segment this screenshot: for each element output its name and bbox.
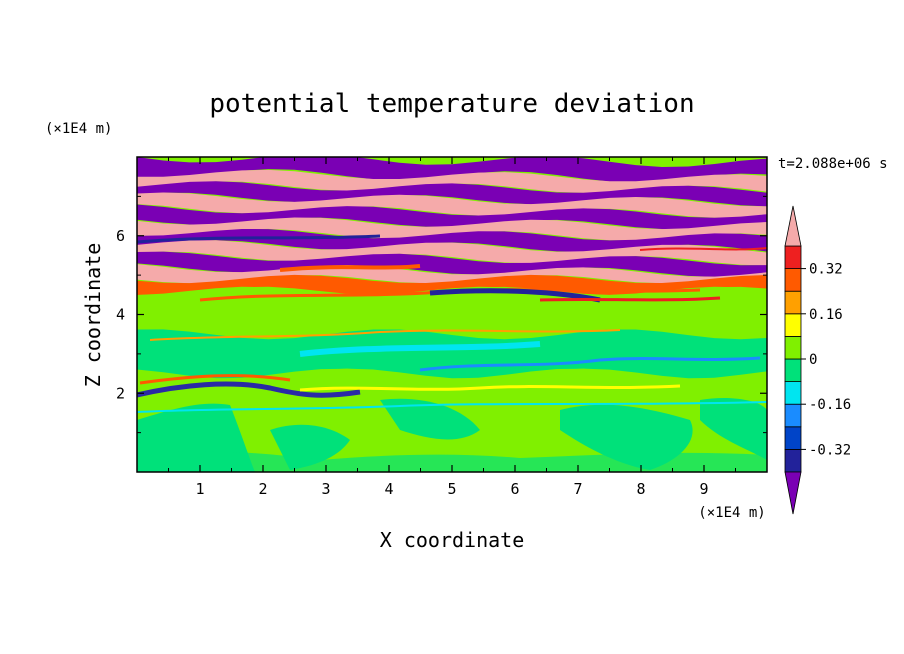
contour-band (137, 251, 767, 277)
contour-band (137, 297, 767, 339)
x-tick-label: 4 (384, 480, 393, 498)
y-tick-label: 2 (116, 384, 125, 402)
contour-streak (639, 247, 767, 251)
colorbar-segment (784, 313, 802, 337)
colorbar-extend-max (784, 205, 802, 247)
plot-area (137, 157, 767, 472)
contour-streak (139, 374, 291, 385)
contour-streak (299, 384, 681, 392)
contour-blob (380, 398, 480, 440)
x-tick-label: 3 (321, 480, 330, 498)
colorbar-label: -0.32 (809, 442, 851, 458)
colorbar-segment (784, 448, 802, 473)
colorbar-label: 0.16 (809, 307, 843, 323)
contour-band (137, 368, 767, 399)
x-tick-label: 5 (447, 480, 456, 498)
contour-streak (137, 401, 767, 413)
contour-details (137, 234, 767, 472)
x-axis-label: X coordinate (380, 528, 525, 552)
colorbar-segment (784, 245, 802, 270)
colorbar-label: -0.16 (809, 397, 851, 413)
contour-band (137, 192, 767, 218)
contour-streak (429, 288, 601, 303)
colorbar-segment (784, 268, 802, 292)
colorbar-extend-min (784, 471, 802, 515)
y-unit-label: (×1E4 m) (45, 121, 112, 137)
y-tick-label: 6 (116, 227, 125, 245)
contour-streak (149, 329, 621, 341)
contour-streak (137, 381, 361, 398)
chart-title: potential temperature deviation (209, 89, 694, 119)
time-label: t=2.088e+06 s (778, 156, 888, 172)
contour-streak (279, 264, 421, 272)
x-tick-label: 2 (258, 480, 267, 498)
colorbar-segment (784, 381, 802, 405)
colorbar-label: 0 (809, 352, 817, 368)
contour-band (137, 240, 767, 266)
colorbar: 0.32 0.16 0 -0.16 -0.32 (784, 205, 851, 515)
x-tick-label: 7 (573, 480, 582, 498)
contour-band (137, 329, 767, 379)
y-axis-label: Z coordinate (81, 243, 105, 388)
y-tick-label: 4 (116, 306, 125, 324)
x-tick-label: 6 (510, 480, 519, 498)
contour-band (137, 169, 767, 193)
x-tick-label: 1 (195, 480, 204, 498)
colorbar-segment (784, 358, 802, 383)
contour-band (137, 157, 767, 183)
contour-blob (700, 398, 767, 460)
x-tick-label: 8 (636, 480, 645, 498)
contour-band (137, 229, 767, 252)
contour-streak (299, 341, 541, 357)
contour-band (137, 217, 767, 241)
y-axis: 2 4 6 (116, 195, 767, 434)
colorbar-segment (784, 403, 802, 428)
contour-band (137, 204, 767, 229)
contour-blob (137, 451, 767, 472)
colorbar-segment (784, 290, 802, 315)
colorbar-segment (784, 335, 802, 360)
x-axis: 1 2 3 4 5 6 7 8 9 (168, 157, 736, 498)
contour-streak (419, 356, 761, 372)
contour-band (137, 181, 767, 207)
x-tick-label: 9 (699, 480, 708, 498)
x-unit-label: (×1E4 m) (698, 505, 765, 521)
contour-streak (539, 296, 721, 302)
contour-streak (137, 234, 381, 244)
colorbar-label: 0.32 (809, 262, 843, 278)
contour-band (137, 286, 767, 307)
colorbar-segment (784, 426, 802, 450)
